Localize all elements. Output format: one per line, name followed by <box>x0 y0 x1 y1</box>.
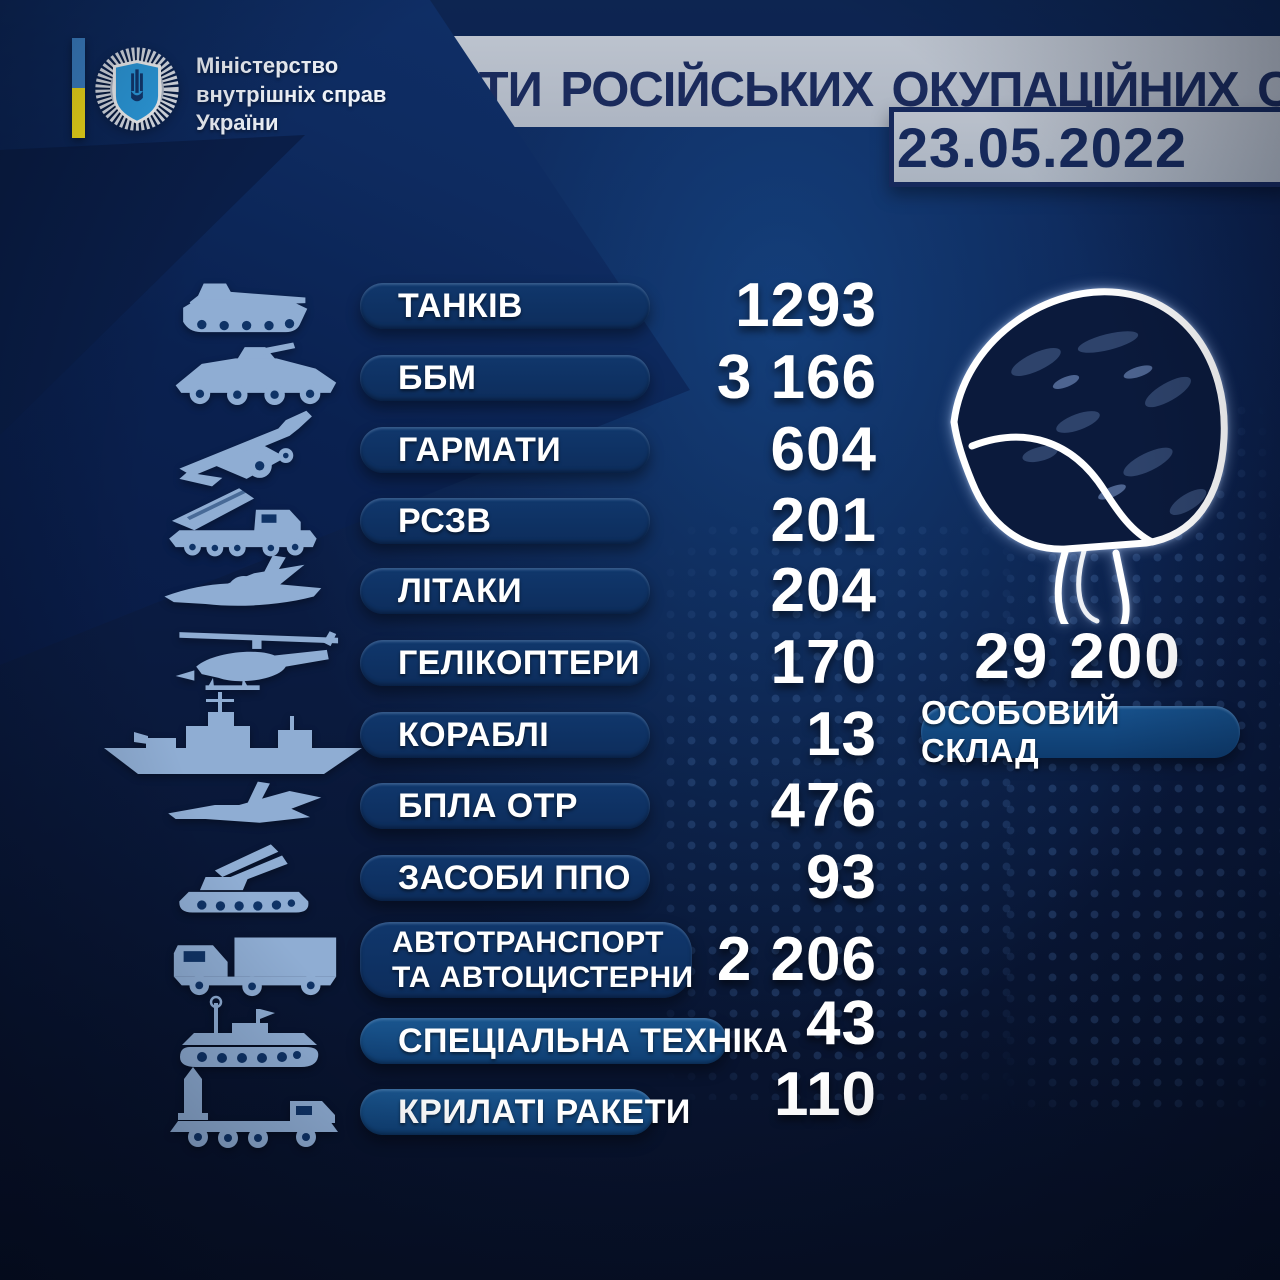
background-vignette <box>0 0 1280 1280</box>
infographic: Втрати російських окупаційних сил Мініст… <box>0 0 1280 1280</box>
